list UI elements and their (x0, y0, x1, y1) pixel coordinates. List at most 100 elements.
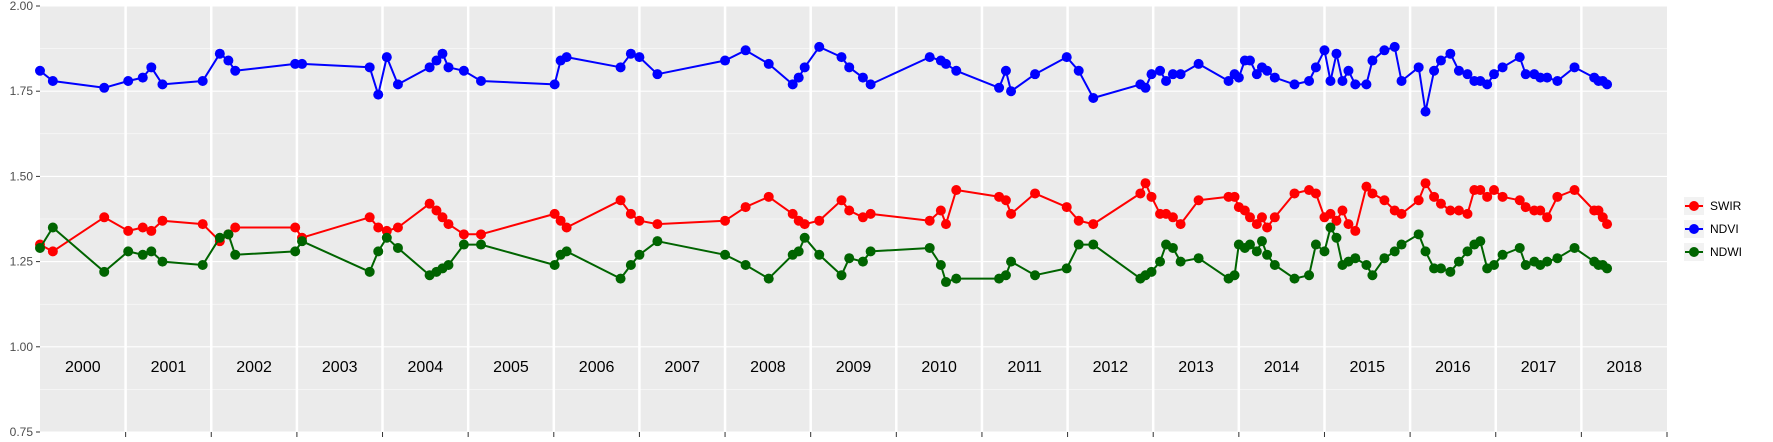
data-point (1155, 256, 1166, 267)
year-label: 2009 (836, 359, 872, 376)
data-point (615, 62, 626, 73)
data-point (1520, 202, 1531, 213)
data-point (1350, 253, 1361, 264)
data-point (1337, 75, 1348, 86)
data-point (844, 62, 855, 73)
data-point (1482, 191, 1493, 202)
data-point (99, 266, 110, 277)
y-tick-label: 2.00 (10, 0, 34, 13)
data-point (924, 52, 935, 63)
data-point (443, 260, 454, 271)
data-point (1146, 191, 1157, 202)
data-point (555, 215, 566, 226)
data-point (865, 208, 876, 219)
data-point (1000, 65, 1011, 76)
data-point (373, 222, 384, 233)
data-point (1337, 205, 1348, 216)
data-point (1193, 195, 1204, 206)
data-point (1413, 195, 1424, 206)
data-point (549, 79, 560, 90)
data-point (137, 72, 148, 83)
data-point (1319, 45, 1330, 56)
data-point (1489, 185, 1500, 196)
data-point (865, 246, 876, 257)
data-point (625, 208, 636, 219)
data-point (836, 195, 847, 206)
y-tick-label: 1.50 (10, 169, 34, 183)
data-point (951, 65, 962, 76)
data-point (47, 246, 58, 257)
data-point (793, 246, 804, 257)
data-point (1061, 202, 1072, 213)
data-point (740, 260, 751, 271)
data-point (35, 242, 45, 253)
data-point (364, 266, 375, 277)
data-point (1367, 55, 1378, 66)
data-point (652, 219, 663, 230)
data-point (1030, 270, 1041, 281)
legend-key-point (1689, 224, 1699, 234)
data-point (1475, 185, 1486, 196)
data-point (1361, 181, 1372, 192)
data-point (290, 58, 301, 69)
data-point (1088, 219, 1099, 230)
data-point (1175, 219, 1186, 230)
data-point (1429, 191, 1440, 202)
y-tick-label: 0.75 (10, 425, 34, 439)
data-point (1514, 52, 1525, 63)
data-point (1030, 69, 1041, 80)
data-point (123, 225, 134, 236)
data-point (1367, 270, 1378, 281)
data-point (1350, 225, 1361, 236)
data-point (1420, 246, 1431, 257)
data-point (1319, 246, 1330, 257)
data-point (935, 260, 946, 271)
data-point (1262, 249, 1273, 260)
data-point (1175, 256, 1186, 267)
data-point (1289, 79, 1300, 90)
data-point (458, 229, 469, 240)
data-point (1135, 188, 1146, 199)
data-point (1542, 212, 1553, 223)
data-point (652, 236, 663, 247)
y-tick-label: 1.75 (10, 84, 34, 98)
data-point (1462, 69, 1473, 80)
legend-item-ndwi: NDWI (1684, 243, 1742, 261)
data-point (924, 242, 935, 253)
data-point (1520, 69, 1531, 80)
data-point (364, 62, 375, 73)
data-point (1233, 72, 1244, 83)
data-point (634, 215, 645, 226)
data-point (1325, 75, 1336, 86)
data-point (814, 215, 825, 226)
year-label: 2017 (1521, 359, 1557, 376)
data-point (214, 232, 225, 243)
data-point (290, 222, 301, 233)
data-point (1602, 263, 1613, 274)
data-point (381, 232, 392, 243)
data-point (1482, 79, 1493, 90)
data-point (230, 65, 241, 76)
data-point (1552, 191, 1563, 202)
data-point (1379, 45, 1390, 56)
data-point (1514, 195, 1525, 206)
data-point (1061, 52, 1072, 63)
legend: SWIR NDVI NDWI (1684, 197, 1742, 261)
data-point (865, 79, 876, 90)
data-point (458, 65, 469, 76)
data-point (1304, 270, 1315, 281)
data-point (1146, 266, 1157, 277)
data-point (1006, 256, 1017, 267)
data-point (1193, 58, 1204, 69)
data-point (994, 82, 1005, 93)
data-point (437, 48, 448, 59)
data-point (1006, 208, 1017, 219)
data-point (123, 246, 134, 257)
data-point (99, 212, 110, 223)
data-point (1310, 239, 1321, 250)
data-point (431, 205, 442, 216)
data-point (1552, 253, 1563, 264)
data-point (1244, 212, 1255, 223)
data-point (1244, 55, 1255, 66)
data-point (1429, 263, 1440, 274)
